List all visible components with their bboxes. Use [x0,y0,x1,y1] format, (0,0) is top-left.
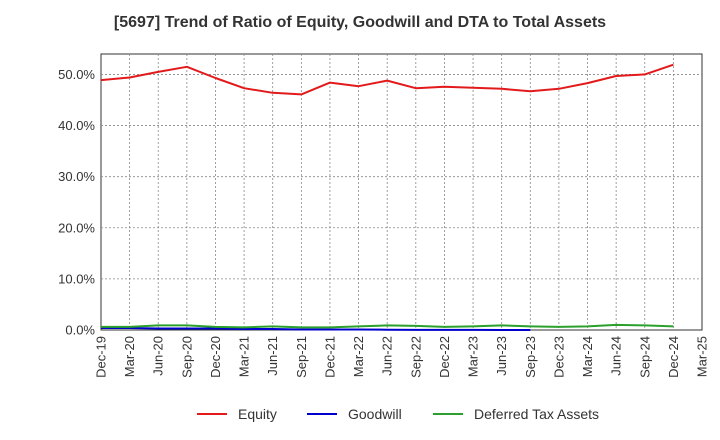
x-tick-label: Jun-22 [380,336,395,376]
legend-label-equity: Equity [238,406,277,422]
x-tick-label: Mar-24 [580,336,595,377]
x-tick-label: Dec-23 [551,336,566,378]
series-line-goodwill [101,327,531,331]
x-tick-label: Jun-23 [494,336,509,376]
x-tick-label: Dec-21 [322,336,337,378]
x-tick-label: Sep-22 [408,336,423,378]
series-line-deferred-tax-assets [101,323,674,329]
series-line-equity [100,63,674,96]
y-tick-label: 50.0% [58,67,95,82]
x-tick-label: Mar-22 [351,336,366,377]
y-tick-label: 10.0% [58,271,95,286]
legend-label-deferred-tax-assets: Deferred Tax Assets [474,406,599,422]
x-tick-label: Mar-20 [122,336,137,377]
x-tick-label: Dec-24 [666,336,681,378]
x-tick-label: Sep-24 [637,336,652,378]
y-tick-label: 20.0% [58,220,95,235]
x-tick-label: Sep-23 [523,336,538,378]
x-tick-label: Jun-24 [609,336,624,376]
y-tick-label: 30.0% [58,169,95,184]
x-tick-label: Dec-20 [208,336,223,378]
x-tick-label: Jun-20 [151,336,166,376]
y-tick-label: 0.0% [65,323,95,338]
x-tick-label: Sep-21 [294,336,309,378]
x-tick-label: Mar-25 [695,336,710,377]
x-tick-label: Dec-22 [437,336,452,378]
chart-title: [5697] Trend of Ratio of Equity, Goodwil… [113,14,607,31]
x-tick-label: Mar-21 [237,336,252,377]
x-tick-label: Dec-19 [94,336,109,378]
x-tick-label: Jun-21 [265,336,280,376]
plot-area [100,53,703,331]
y-tick-label: 40.0% [58,118,95,133]
x-tick-label: Mar-23 [466,336,481,377]
x-tick-label: Sep-20 [179,336,194,378]
legend-label-goodwill: Goodwill [348,406,402,422]
